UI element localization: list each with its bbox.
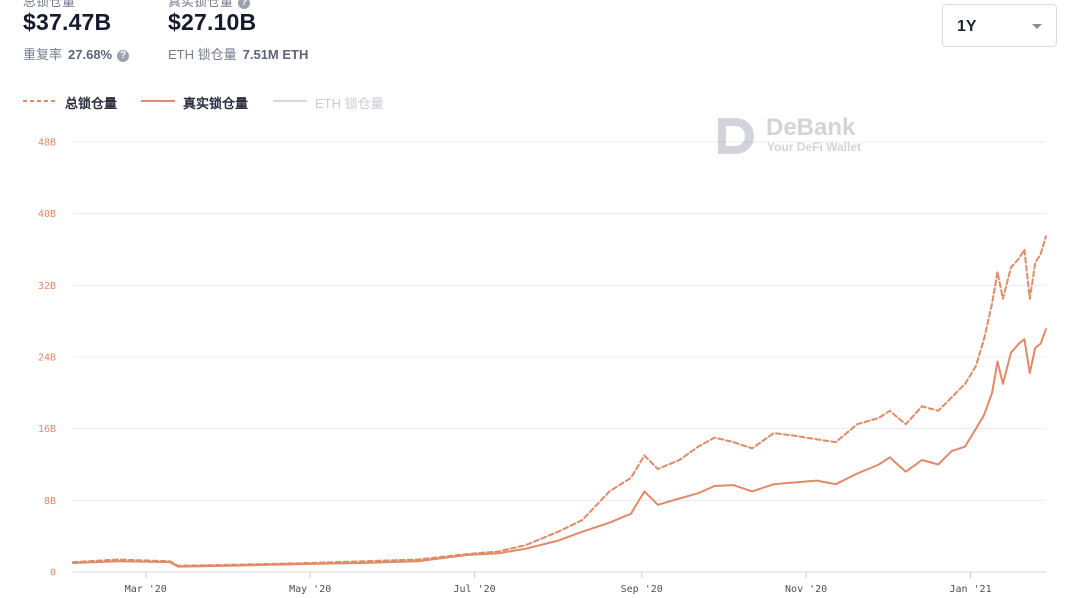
y-tick-label: 8B	[44, 496, 56, 507]
duplicate-rate-value: 27.68%	[68, 47, 113, 62]
legend-label: 真实锁仓量	[183, 96, 249, 111]
eth-tvl-value: 7.51M ETH	[242, 47, 309, 62]
time-range-value: 1Y	[957, 18, 977, 35]
x-tick-label: Nov '20	[785, 584, 827, 595]
x-tick-label: Jul '20	[454, 584, 496, 595]
solid-line-swatch-icon	[141, 100, 175, 102]
legend-label: ETH 锁仓量	[315, 96, 384, 111]
y-tick-label: 40B	[38, 209, 56, 220]
x-tick-label: Jan '21	[949, 584, 991, 595]
y-tick-label: 16B	[38, 424, 56, 435]
dashed-line-swatch-icon	[23, 100, 57, 102]
question-circle-icon[interactable]: ?	[238, 0, 251, 9]
real-tvl-label: 真实锁仓量?	[168, 0, 251, 10]
y-tick-label: 24B	[38, 353, 56, 364]
y-tick-label: 48B	[38, 138, 56, 149]
eth-tvl-label: ETH 锁仓量	[168, 47, 237, 62]
y-tick-label: 0	[50, 568, 56, 579]
legend-label: 总锁仓量	[65, 96, 118, 111]
duplicate-rate-label: 重复率	[23, 47, 63, 62]
chevron-down-icon	[1032, 24, 1042, 29]
real-tvl-line	[72, 328, 1047, 568]
real-tvl-value: $27.10B	[168, 9, 257, 35]
time-range-select[interactable]: 1Y	[942, 4, 1057, 47]
total-tvl-line	[72, 235, 1047, 567]
total-tvl-value: $37.47B	[23, 9, 112, 35]
watermark-subtitle: Your DeFi Wallet	[767, 140, 862, 154]
question-circle-icon[interactable]: ?	[117, 50, 130, 62]
solid-line-swatch-icon	[273, 100, 307, 102]
x-tick-label: Mar '20	[125, 584, 167, 595]
duplicate-rate: 重复率 27.68%?	[23, 44, 130, 63]
debank-logo-icon	[718, 118, 754, 154]
eth-tvl: ETH 锁仓量 7.51M ETH	[168, 44, 308, 63]
total-tvl-label: 总锁仓量	[23, 0, 76, 9]
debank-watermark: DeBank Your DeFi Wallet	[716, 114, 876, 158]
y-tick-label: 32B	[38, 281, 56, 292]
x-tick-label: Sep '20	[621, 584, 663, 595]
real-tvl-label-text: 真实锁仓量	[168, 0, 234, 9]
watermark-title: DeBank	[766, 114, 856, 141]
x-tick-label: May '20	[289, 584, 331, 595]
